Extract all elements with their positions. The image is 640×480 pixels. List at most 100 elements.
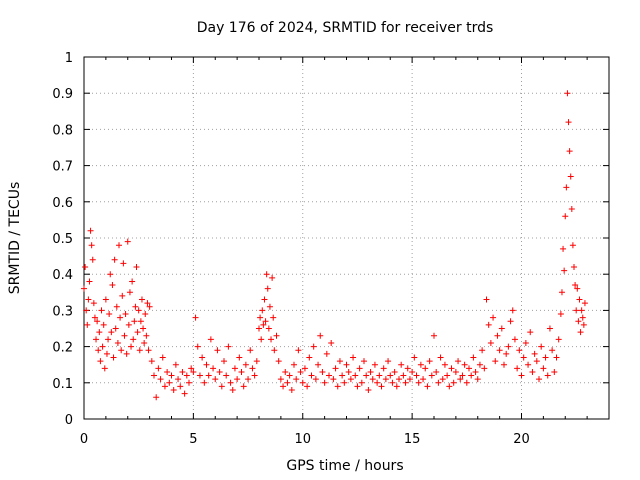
data-point — [212, 376, 219, 383]
data-point — [247, 347, 254, 354]
data-point — [542, 354, 549, 361]
data-point — [168, 372, 175, 379]
data-point — [308, 372, 315, 379]
data-point — [551, 368, 558, 375]
data-point — [192, 314, 199, 321]
data-point — [326, 372, 332, 379]
data-point — [321, 379, 328, 386]
data-point — [126, 289, 133, 296]
data-point — [136, 347, 143, 354]
data-point — [396, 376, 402, 383]
data-point — [273, 332, 280, 339]
data-point — [109, 282, 116, 289]
data-point — [170, 387, 177, 394]
data-point — [573, 307, 580, 314]
data-point — [98, 307, 105, 314]
data-point — [417, 361, 424, 368]
data-point — [205, 372, 212, 379]
data-point — [263, 271, 270, 278]
data-point — [270, 314, 277, 321]
data-point — [108, 329, 115, 336]
x-tick-label: 15 — [404, 432, 421, 447]
data-point — [118, 347, 125, 354]
data-point — [544, 372, 551, 379]
data-point — [218, 383, 225, 390]
data-point — [148, 358, 155, 365]
data-point — [258, 336, 265, 343]
data-point — [420, 376, 427, 383]
data-point — [409, 368, 416, 375]
x-axis-label: GPS time / hours — [286, 458, 403, 474]
chart-title: Day 176 of 2024, SRMTID for receiver trd… — [197, 20, 494, 36]
data-point — [336, 358, 343, 365]
data-point — [527, 329, 534, 336]
data-point — [288, 387, 295, 394]
data-point — [216, 368, 223, 375]
data-point — [196, 372, 203, 379]
axis-ticks: 00.10.20.30.40.50.60.70.80.910 5 10 15 20 — [52, 51, 610, 447]
data-point — [240, 383, 247, 390]
data-point — [188, 365, 195, 372]
data-point — [509, 307, 516, 314]
data-point — [124, 238, 131, 245]
data-point — [356, 365, 363, 372]
data-point — [282, 368, 289, 375]
data-point — [577, 329, 584, 336]
data-point — [199, 354, 206, 361]
data-point — [487, 339, 494, 346]
data-point — [280, 383, 287, 390]
data-point — [498, 325, 505, 332]
data-point — [413, 372, 420, 379]
data-point — [339, 372, 346, 379]
y-tick-label: 0.1 — [52, 377, 73, 392]
data-point — [227, 379, 234, 386]
data-point — [563, 184, 570, 191]
data-point — [365, 387, 372, 394]
data-point — [245, 376, 252, 383]
data-point — [441, 361, 448, 368]
data-point — [400, 372, 407, 379]
data-point — [122, 311, 129, 318]
data-point — [113, 303, 120, 310]
data-point — [564, 90, 571, 97]
data-point — [415, 379, 422, 386]
data-point — [483, 296, 490, 303]
data-point — [406, 376, 413, 383]
data-point — [315, 361, 322, 368]
data-point — [576, 296, 583, 303]
data-point — [275, 358, 282, 365]
data-point — [238, 368, 245, 375]
data-point — [376, 372, 383, 379]
y-tick-label: 0.9 — [52, 87, 73, 102]
data-point — [99, 343, 106, 350]
data-point — [422, 365, 429, 372]
data-point — [88, 242, 95, 249]
data-point — [363, 372, 370, 379]
data-point — [268, 336, 275, 343]
data-point — [181, 390, 188, 397]
data-point — [260, 321, 267, 328]
data-point — [277, 376, 284, 383]
data-point — [135, 307, 142, 314]
data-point — [385, 358, 392, 365]
data-point — [369, 376, 376, 383]
data-marks — [81, 90, 588, 401]
data-point — [525, 361, 532, 368]
data-point — [319, 368, 326, 375]
data-point — [95, 347, 102, 354]
data-point — [304, 383, 311, 390]
data-point — [138, 296, 145, 303]
data-point — [354, 383, 361, 390]
data-point — [153, 394, 160, 401]
data-point — [87, 227, 94, 234]
data-point — [496, 347, 503, 354]
data-point — [450, 379, 457, 386]
data-point — [140, 325, 147, 332]
data-point — [299, 379, 306, 386]
data-point — [518, 372, 525, 379]
data-point — [433, 368, 440, 375]
data-point — [561, 267, 568, 274]
data-point — [221, 358, 227, 365]
y-tick-label: 0.3 — [52, 304, 73, 319]
data-point — [234, 376, 241, 383]
